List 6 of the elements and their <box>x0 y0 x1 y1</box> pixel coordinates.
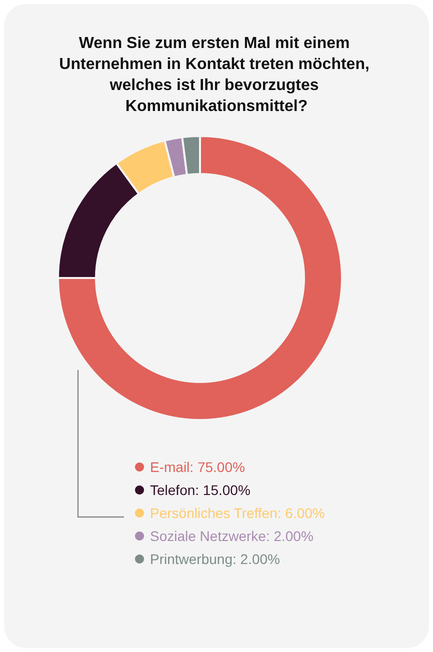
legend-label: Printwerbung: 2.00% <box>150 551 280 567</box>
legend-label: E-mail: 75.00% <box>150 459 245 475</box>
chart-title: Wenn Sie zum ersten Mal mit einem Unternehmen in Kontakt treten möchten, welches ist Ihr bevorzugtes Kommunikationsmittel? <box>59 35 374 115</box>
legend-label: Persönliches Treffen: 6.00% <box>150 505 325 521</box>
legend-label: Telefon: 15.00% <box>150 482 250 498</box>
legend-label: Soziale Netzwerke: 2.00% <box>150 528 314 544</box>
